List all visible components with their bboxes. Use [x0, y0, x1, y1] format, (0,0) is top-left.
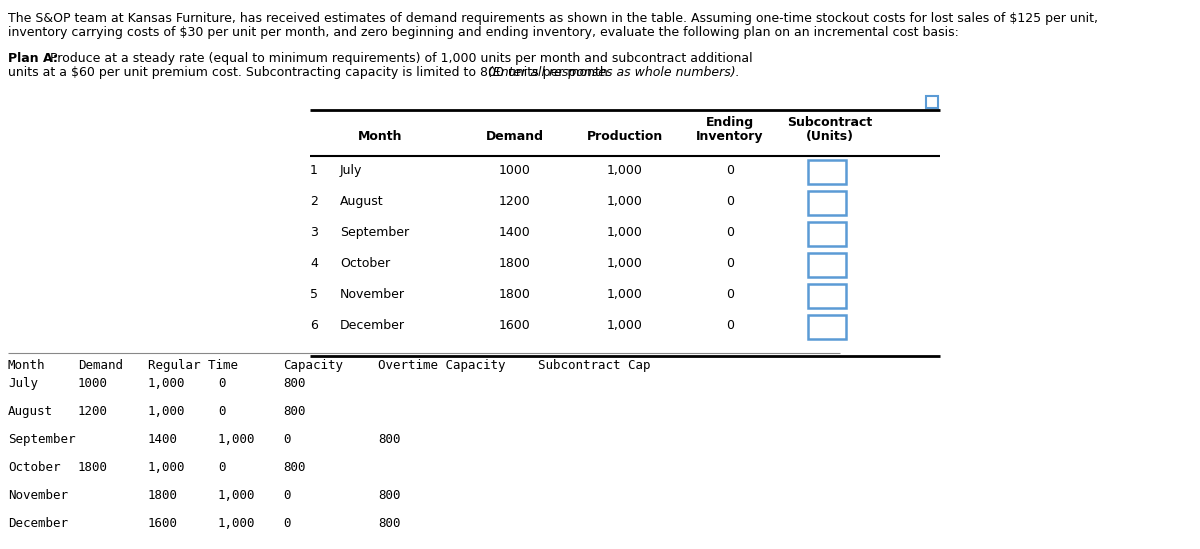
- Bar: [808, 160, 846, 184]
- Text: September: September: [340, 226, 409, 239]
- Text: September: September: [8, 433, 76, 446]
- Bar: [808, 191, 846, 215]
- Text: December: December: [340, 319, 406, 332]
- Text: 0: 0: [726, 257, 734, 270]
- Text: 0: 0: [283, 433, 290, 446]
- Text: 1000: 1000: [78, 377, 108, 390]
- Text: November: November: [8, 489, 68, 502]
- Text: 0: 0: [726, 195, 734, 208]
- Text: 0: 0: [726, 226, 734, 239]
- Text: 1,000: 1,000: [218, 489, 256, 502]
- Text: 1200: 1200: [78, 405, 108, 418]
- Text: 800: 800: [283, 405, 306, 418]
- Bar: [808, 315, 846, 339]
- Text: 1,000: 1,000: [218, 433, 256, 446]
- Text: 1,000: 1,000: [607, 257, 643, 270]
- Text: July: July: [340, 164, 362, 177]
- Text: units at a $60 per unit premium cost. Subcontracting capacity is limited to 800 : units at a $60 per unit premium cost. Su…: [8, 66, 616, 79]
- Text: 1800: 1800: [148, 489, 178, 502]
- Text: 4: 4: [310, 257, 318, 270]
- Text: 800: 800: [283, 377, 306, 390]
- Text: 1000: 1000: [499, 164, 530, 177]
- Text: December: December: [8, 517, 68, 530]
- Text: July: July: [8, 377, 38, 390]
- Text: inventory carrying costs of $30 per unit per month, and zero beginning and endin: inventory carrying costs of $30 per unit…: [8, 26, 959, 39]
- Text: 1: 1: [310, 164, 318, 177]
- Text: 1,000: 1,000: [148, 461, 186, 474]
- Bar: [808, 253, 846, 277]
- Text: October: October: [8, 461, 60, 474]
- Text: 0: 0: [283, 517, 290, 530]
- Text: Produce at a steady rate (equal to minimum requirements) of 1,000 units per mont: Produce at a steady rate (equal to minim…: [46, 52, 752, 65]
- Text: 800: 800: [378, 489, 401, 502]
- Text: 0: 0: [218, 461, 226, 474]
- Text: 1800: 1800: [78, 461, 108, 474]
- Text: October: October: [340, 257, 390, 270]
- Text: Ending: Ending: [706, 116, 754, 129]
- Text: The S&OP team at Kansas Furniture, has received estimates of demand requirements: The S&OP team at Kansas Furniture, has r…: [8, 12, 1098, 25]
- Text: 800: 800: [378, 517, 401, 530]
- Text: August: August: [340, 195, 384, 208]
- Text: 1,000: 1,000: [607, 164, 643, 177]
- Text: Production: Production: [587, 130, 664, 143]
- Text: Demand: Demand: [486, 130, 544, 143]
- Text: 1,000: 1,000: [607, 226, 643, 239]
- Bar: [926, 96, 938, 108]
- Text: 2: 2: [310, 195, 318, 208]
- Text: Plan A:: Plan A:: [8, 52, 58, 65]
- Text: 0: 0: [726, 319, 734, 332]
- Text: 1800: 1800: [499, 288, 530, 301]
- Text: 1,000: 1,000: [607, 195, 643, 208]
- Text: 1600: 1600: [499, 319, 530, 332]
- Text: 1,000: 1,000: [607, 319, 643, 332]
- Text: 0: 0: [218, 405, 226, 418]
- Text: 1400: 1400: [499, 226, 530, 239]
- Text: 1400: 1400: [148, 433, 178, 446]
- Text: Capacity: Capacity: [283, 359, 343, 372]
- Text: November: November: [340, 288, 406, 301]
- Text: 1200: 1200: [499, 195, 530, 208]
- Bar: [808, 284, 846, 308]
- Text: 0: 0: [218, 377, 226, 390]
- Text: 3: 3: [310, 226, 318, 239]
- Text: 1,000: 1,000: [148, 377, 186, 390]
- Text: 1,000: 1,000: [607, 288, 643, 301]
- Text: Subcontract Cap: Subcontract Cap: [538, 359, 650, 372]
- Text: 6: 6: [310, 319, 318, 332]
- Text: August: August: [8, 405, 53, 418]
- Text: 0: 0: [726, 288, 734, 301]
- Text: Regular Time: Regular Time: [148, 359, 238, 372]
- Text: 800: 800: [378, 433, 401, 446]
- Text: (Enter all responses as whole numbers).: (Enter all responses as whole numbers).: [488, 66, 739, 79]
- Text: 1600: 1600: [148, 517, 178, 530]
- Text: (Units): (Units): [806, 130, 854, 143]
- Text: 1,000: 1,000: [218, 517, 256, 530]
- Text: 1,000: 1,000: [148, 405, 186, 418]
- Text: 1800: 1800: [499, 257, 530, 270]
- Text: Month: Month: [8, 359, 46, 372]
- Text: 0: 0: [726, 164, 734, 177]
- Text: Subcontract: Subcontract: [787, 116, 872, 129]
- Text: Demand: Demand: [78, 359, 124, 372]
- Text: 5: 5: [310, 288, 318, 301]
- Text: 0: 0: [283, 489, 290, 502]
- Bar: [808, 222, 846, 246]
- Text: 800: 800: [283, 461, 306, 474]
- Text: Inventory: Inventory: [696, 130, 763, 143]
- Text: Month: Month: [358, 130, 402, 143]
- Text: Overtime Capacity: Overtime Capacity: [378, 359, 505, 372]
